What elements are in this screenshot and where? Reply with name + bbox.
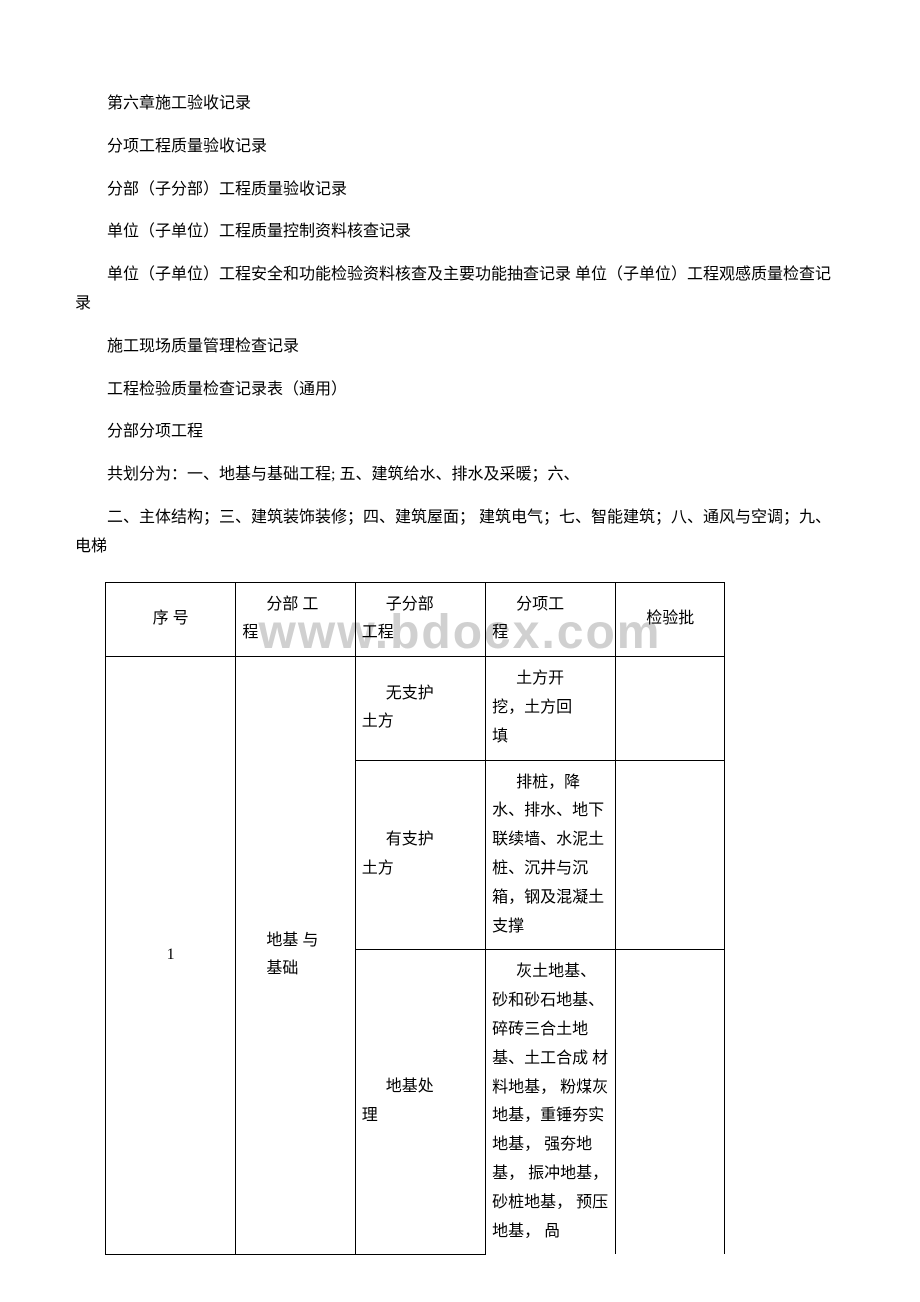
cell-sub1-item: 土方开 挖，土方回 填 — [486, 657, 616, 760]
document-content: 第六章施工验收记录 分项工程质量验收记录 分部（子分部）工程质量验收记录 单位（… — [75, 90, 845, 1255]
header-subdivision: 子分部 工程 — [355, 582, 485, 657]
header-batch: 检验批 — [616, 582, 725, 657]
paragraph-item-2: 分部（子分部）工程质量验收记录 — [75, 176, 845, 205]
paragraph-item-1: 分项工程质量验收记录 — [75, 133, 845, 162]
cell-sub3-item: 灰土地基、砂和砂石地基、碎砖三合土地基、土工合成 材料地基， 粉煤灰地基，重锤夯… — [486, 950, 616, 1254]
paragraph-division-2: 二、主体结构；三、建筑装饰装修；四、建筑屋面； 建筑电气；七、智能建筑；八、通风… — [75, 504, 845, 562]
paragraph-item-4: 单位（子单位）工程安全和功能检验资料核查及主要功能抽查记录 单位（子单位）工程观… — [75, 261, 845, 319]
cell-sequence: 1 — [106, 657, 236, 1255]
paragraph-item-5: 施工现场质量管理检查记录 — [75, 333, 845, 362]
table-header-row: 序 号 分部 工 程 子分部 工程 分项工 程 检验批 — [106, 582, 725, 657]
table-row: 1 地基 与 基础 无支护 土方 土方开 挖，土方回 填 — [106, 657, 725, 760]
cell-sub3-name: 地基处 理 — [355, 950, 485, 1254]
inspection-table: 序 号 分部 工 程 子分部 工程 分项工 程 检验批 1 地基 与 基础 无支… — [105, 582, 725, 1255]
header-division: 分部 工 程 — [236, 582, 355, 657]
cell-sub2-item: 排桩，降水、排水、地下联续墙、水泥土桩、沉井与沉 箱，钢及混凝土支撑 — [486, 760, 616, 950]
paragraph-division-1: 共划分为：一、地基与基础工程; 五、建筑给水、排水及采暖；六、 — [75, 461, 845, 490]
cell-sub2-batch — [616, 760, 725, 950]
header-subitem: 分项工 程 — [486, 582, 616, 657]
paragraph-item-6: 工程检验质量检查记录表（通用） — [75, 376, 845, 405]
cell-sub1-name: 无支护 土方 — [355, 657, 485, 760]
paragraph-item-3: 单位（子单位）工程质量控制资料核查记录 — [75, 218, 845, 247]
cell-division: 地基 与 基础 — [236, 657, 355, 1255]
header-sequence: 序 号 — [106, 582, 236, 657]
cell-sub1-batch — [616, 657, 725, 760]
paragraph-chapter-title: 第六章施工验收记录 — [75, 90, 845, 119]
paragraph-section-title: 分部分项工程 — [75, 418, 845, 447]
cell-sub3-batch — [616, 950, 725, 1254]
cell-sub2-name: 有支护 土方 — [355, 760, 485, 950]
